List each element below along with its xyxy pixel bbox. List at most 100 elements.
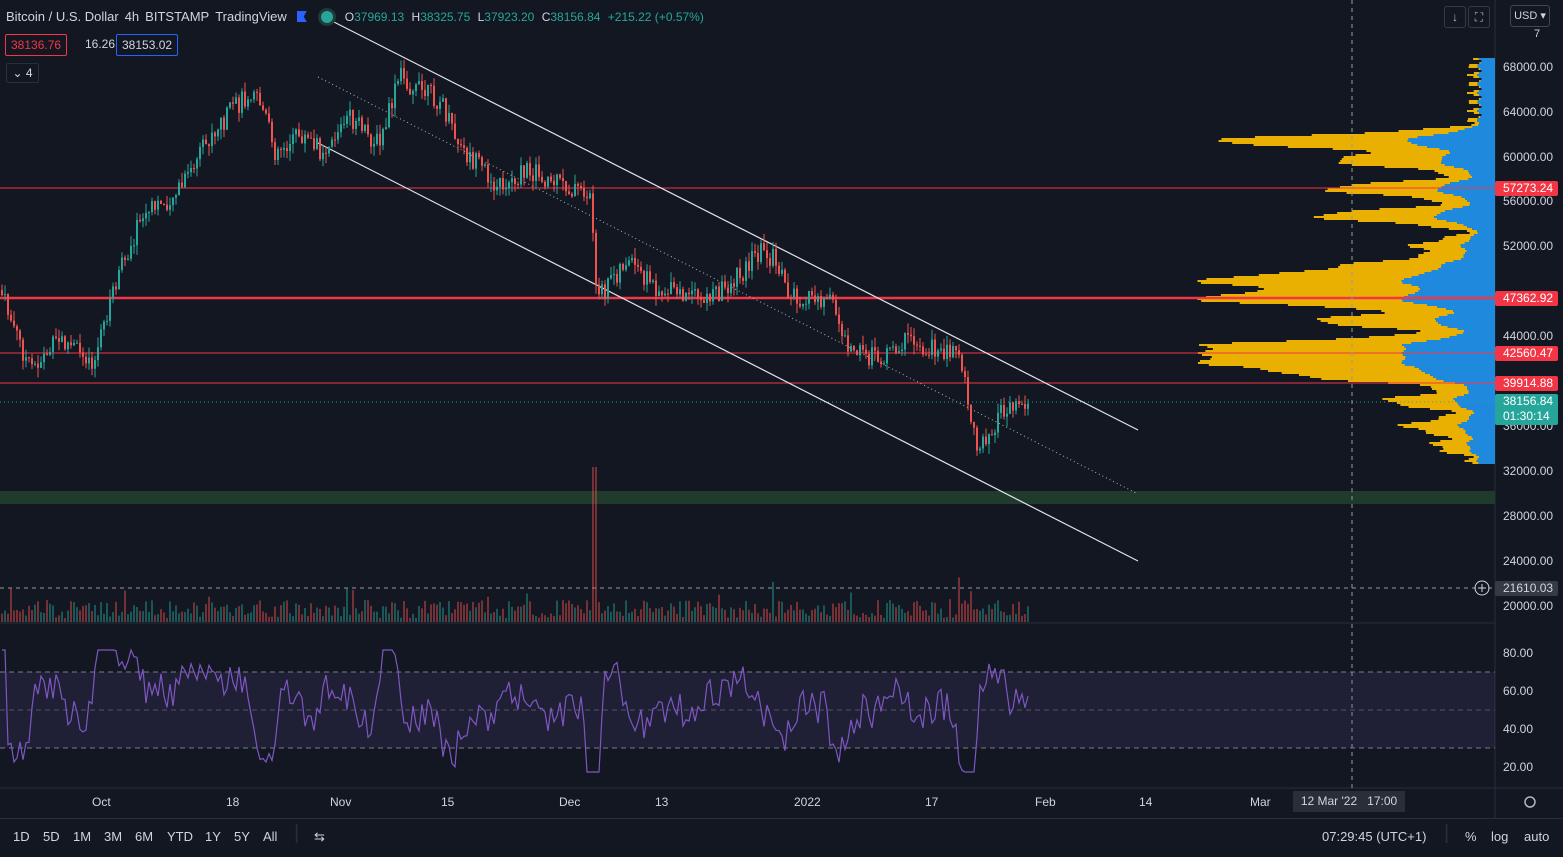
candle-body [910, 334, 912, 337]
volume-bar [43, 612, 45, 622]
candle-body [214, 132, 216, 137]
volume-profile-row [1454, 312, 1495, 314]
indicators-toggle[interactable]: ⌄ 4 [6, 63, 39, 83]
candle-body [151, 201, 153, 212]
candle-body [844, 335, 846, 337]
range-6m[interactable]: 6M [135, 829, 154, 844]
interval[interactable]: 4h [124, 9, 140, 24]
volume-profile-row [1455, 400, 1495, 402]
candle-body [382, 128, 384, 146]
volume-profile-row [1232, 142, 1412, 144]
range-1m[interactable]: 1M [73, 829, 92, 844]
volume-bar [1012, 604, 1014, 622]
candle-body [613, 274, 615, 276]
volume-bar [523, 604, 525, 622]
candle-body [988, 434, 990, 445]
volume-bar [100, 602, 102, 622]
volume-bar [967, 603, 969, 622]
volume-bar [211, 602, 213, 622]
ask-price-button[interactable]: 38153.02 [116, 34, 179, 56]
volume-profile-row [1448, 436, 1472, 438]
volume-bar [346, 587, 348, 622]
range-3m[interactable]: 3M [104, 829, 123, 844]
clock-timezone[interactable]: 07:29:45 (UTC+1) [1322, 829, 1427, 844]
volume-bar [343, 606, 345, 622]
volume-profile-row [1336, 338, 1441, 340]
settings-gear-icon[interactable] [1524, 796, 1536, 808]
volume-bar [322, 616, 324, 622]
candle-body [172, 197, 174, 206]
volume-profile-row [1467, 120, 1478, 122]
price-tick: 28000.00 [1503, 509, 1554, 523]
candle-body [559, 174, 561, 179]
volume-profile-row [1257, 290, 1419, 292]
range-5d[interactable]: 5D [43, 829, 60, 844]
auto-toggle[interactable]: auto [1524, 829, 1550, 844]
volume-bar [613, 603, 615, 622]
candle-body [637, 264, 639, 267]
range-ytd[interactable]: YTD [167, 829, 193, 844]
volume-profile-row [1419, 368, 1495, 370]
volume-bar [484, 612, 486, 622]
volume-bar [553, 615, 555, 622]
symbol-name[interactable]: Bitcoin / U.S. Dollar [6, 9, 119, 24]
volume-profile-row [1461, 422, 1495, 424]
volume-profile-row [1468, 170, 1495, 172]
volume-bar [832, 603, 834, 622]
volume-profile-row [1258, 274, 1419, 276]
candle-body [736, 267, 738, 287]
bid-price-button[interactable]: 38136.76 [5, 34, 68, 56]
fullscreen-icon[interactable]: ⛶ [1468, 6, 1490, 28]
volume-bar [679, 601, 681, 622]
volume-bar [508, 601, 510, 622]
range-all[interactable]: All [263, 829, 278, 844]
volume-bar [556, 600, 558, 622]
candle-body [865, 349, 867, 354]
volume-profile-row [1321, 378, 1437, 380]
volume-profile-row [1438, 316, 1495, 318]
candle-body [511, 178, 513, 183]
date-range-icon[interactable]: ⇆ [314, 829, 325, 844]
candle-body [148, 211, 150, 213]
volume-profile-row [1443, 448, 1471, 450]
volume-bar [628, 613, 630, 622]
range-5y[interactable]: 5Y [234, 829, 250, 844]
volume-bar [649, 608, 651, 622]
volume-profile-row [1465, 198, 1495, 200]
volume-bar [301, 614, 303, 622]
volume-profile-row [1463, 254, 1495, 256]
candle-body [577, 183, 579, 186]
volume-profile-row [1446, 220, 1495, 222]
volume-profile-row [1474, 234, 1495, 236]
candle-body [547, 176, 549, 187]
volume-profile-row [1437, 306, 1495, 308]
volume-bar [259, 600, 261, 622]
channel-lower-line[interactable] [317, 142, 1139, 562]
volume-profile-row [1477, 120, 1495, 122]
volume-bar [25, 615, 27, 622]
log-toggle[interactable]: log [1491, 829, 1509, 844]
volume-profile-row [1477, 92, 1495, 94]
volume-bar [799, 609, 801, 622]
download-icon[interactable]: ↓ [1444, 6, 1466, 28]
range-1d[interactable]: 1D [13, 829, 30, 844]
volume-profile-row [1459, 426, 1495, 428]
percent-toggle[interactable]: % [1465, 829, 1477, 844]
flag-icon[interactable] [296, 11, 307, 22]
candle-body [460, 144, 462, 146]
candle-body [412, 90, 414, 95]
candle-body [445, 98, 447, 122]
volume-bar [727, 617, 729, 622]
currency-select[interactable]: USD ▾ [1510, 5, 1550, 27]
volume-bar [742, 610, 744, 622]
range-1y[interactable]: 1Y [205, 829, 221, 844]
volume-bar [577, 605, 579, 622]
volume-profile-row [1401, 280, 1495, 282]
volume-bar [547, 617, 549, 622]
volume-profile-row [1239, 302, 1414, 304]
volume-bar [541, 613, 543, 622]
add-alert-icon[interactable] [1474, 580, 1490, 596]
volume-profile-row [1325, 190, 1438, 192]
channel-upper-line[interactable] [329, 19, 1139, 431]
